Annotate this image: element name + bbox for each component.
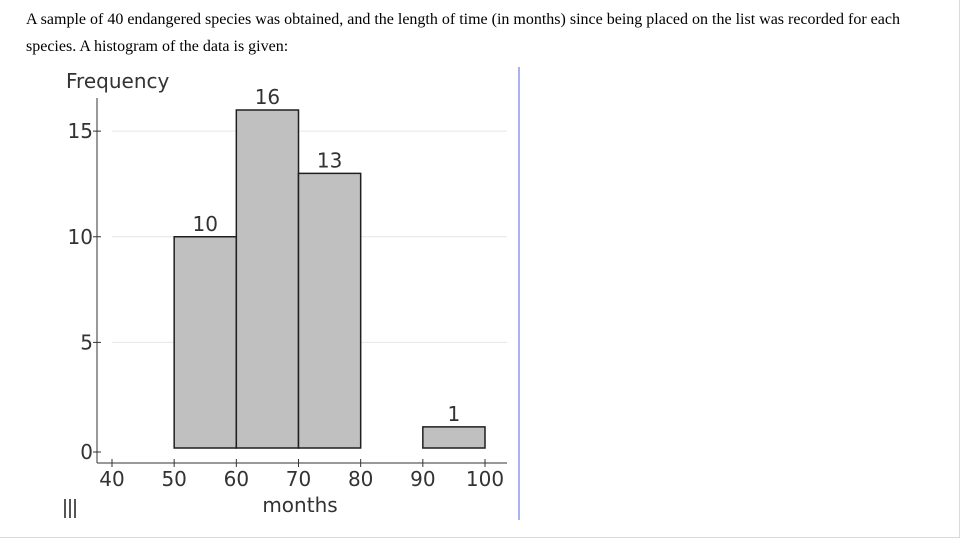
histogram-bar-3 (422, 426, 486, 449)
histogram-bar-0 (173, 236, 238, 449)
y-tick-label-10: 10 (68, 225, 93, 249)
x-tick-label-90: 90 (410, 467, 435, 491)
axes-layer: 0 5 10 15 40 50 60 70 80 90 100 (68, 98, 507, 491)
histogram-bar-1 (235, 109, 300, 449)
y-tick-label-0: 0 (80, 440, 93, 464)
x-tick-label-50: 50 (161, 467, 186, 491)
histogram-bar-2 (297, 172, 362, 449)
x-tick-label-70: 70 (286, 467, 311, 491)
x-tick-label-40: 40 (99, 467, 124, 491)
y-tick-label-15: 15 (68, 119, 93, 143)
x-tick-label-80: 80 (348, 467, 373, 491)
x-axis-label: months (262, 493, 337, 517)
question-text: A sample of 40 endangered species was ob… (26, 11, 900, 55)
x-tick-label-100: 100 (466, 467, 504, 491)
bar-count-label-3: 1 (448, 402, 461, 426)
x-tick-label-60: 60 (224, 467, 249, 491)
bars-layer: 10 16 13 1 (173, 85, 486, 449)
bar-count-label-2: 13 (317, 148, 342, 172)
panel-divider (518, 67, 520, 520)
y-axis-label: Frequency (66, 69, 169, 93)
bar-count-label-1: 16 (255, 85, 280, 109)
bar-count-label-0: 10 (193, 212, 218, 236)
menu-bars-icon[interactable] (64, 499, 76, 519)
y-tick-label-5: 5 (80, 330, 93, 354)
